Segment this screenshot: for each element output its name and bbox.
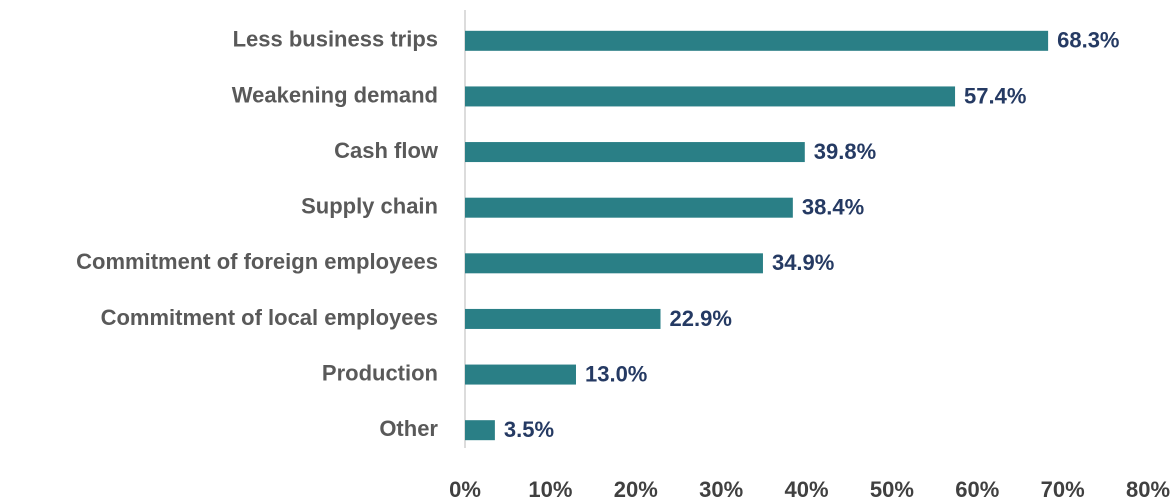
y-tick-label: Cash flow [334, 138, 439, 163]
data-label: 38.4% [802, 195, 864, 220]
y-tick-label: Other [379, 416, 438, 441]
x-tick-label: 20% [614, 477, 658, 502]
x-tick-label: 40% [784, 477, 828, 502]
x-tick-label: 70% [1041, 477, 1085, 502]
x-tick-label: 10% [528, 477, 572, 502]
x-tick-label: 30% [699, 477, 743, 502]
data-label: 3.5% [504, 417, 554, 442]
bar [465, 197, 793, 218]
y-tick-label: Weakening demand [232, 82, 438, 107]
y-tick-label: Supply chain [301, 194, 438, 219]
bar [465, 420, 495, 441]
bar [465, 30, 1049, 51]
y-tick-label: Commitment of local employees [101, 305, 438, 330]
bar [465, 253, 763, 274]
bar [465, 142, 805, 163]
bar [465, 364, 576, 385]
bar [465, 308, 661, 329]
x-tick-label: 80% [1126, 477, 1170, 502]
data-label: 57.4% [964, 83, 1026, 108]
data-label: 13.0% [585, 361, 647, 386]
x-tick-label: 60% [955, 477, 999, 502]
data-label: 22.9% [670, 306, 732, 331]
x-tick-label: 50% [870, 477, 914, 502]
x-tick-label: 0% [449, 477, 481, 502]
y-tick-label: Production [322, 360, 438, 385]
y-tick-label: Commitment of foreign employees [76, 249, 438, 274]
bar [465, 86, 956, 107]
data-label: 68.3% [1057, 28, 1119, 53]
y-tick-label: Less business trips [233, 27, 438, 52]
data-label: 39.8% [814, 139, 876, 164]
data-label: 34.9% [772, 250, 834, 275]
